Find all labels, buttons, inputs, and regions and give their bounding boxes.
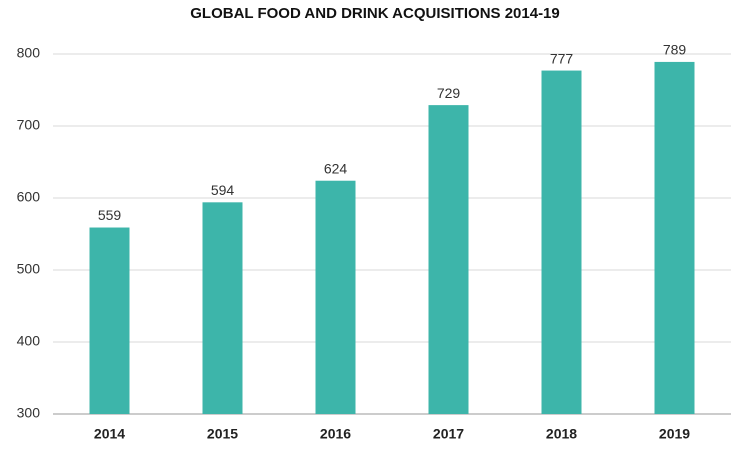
y-tick-label: 500	[17, 261, 41, 277]
data-label: 624	[324, 160, 348, 176]
x-tick-label: 2019	[659, 426, 690, 442]
bar	[202, 202, 243, 414]
data-label: 789	[663, 42, 687, 58]
y-tick-label: 400	[17, 333, 41, 349]
y-tick-label: 800	[17, 45, 41, 61]
y-tick-label: 600	[17, 189, 41, 205]
bar	[89, 227, 130, 414]
bar	[428, 105, 469, 415]
x-tick-label: 2016	[320, 426, 351, 442]
data-label: 777	[550, 50, 574, 66]
bar	[315, 180, 356, 414]
y-tick-label: 700	[17, 117, 41, 133]
bar	[541, 70, 582, 414]
data-label: 729	[437, 85, 461, 101]
x-tick-label: 2017	[433, 426, 464, 442]
chart-title: GLOBAL FOOD AND DRINK ACQUISITIONS 2014-…	[190, 5, 560, 22]
data-label: 594	[211, 182, 235, 198]
x-tick-label: 2014	[94, 426, 125, 442]
x-tick-label: 2015	[207, 426, 238, 442]
bar	[654, 61, 695, 415]
data-label: 559	[98, 207, 122, 223]
x-tick-label: 2018	[546, 426, 577, 442]
y-tick-label: 300	[17, 405, 41, 421]
